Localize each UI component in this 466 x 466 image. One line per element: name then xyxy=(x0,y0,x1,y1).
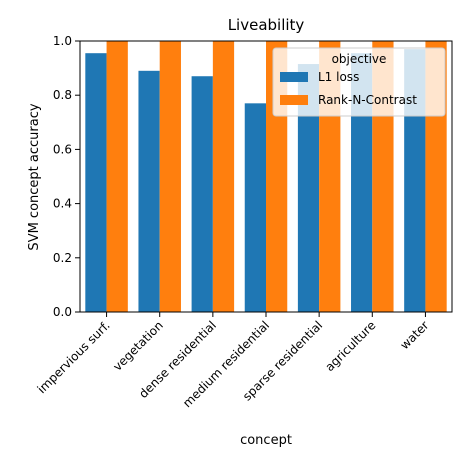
y-tick-label: 1.0 xyxy=(53,34,72,48)
legend: objective L1 loss Rank-N-Contrast xyxy=(272,47,446,117)
bar-l1-loss-medium-residential xyxy=(244,103,266,312)
bar-l1-loss-vegetation xyxy=(138,70,160,312)
y-tick-label: 0.0 xyxy=(53,305,72,319)
bar-l1-loss-impervious-surf- xyxy=(85,53,107,312)
legend-box xyxy=(272,47,446,117)
chart-title: Liveability xyxy=(228,16,305,34)
legend-label-l1-loss: L1 loss xyxy=(318,70,359,84)
bar-rank-n-contrast-dense-residential xyxy=(212,41,235,312)
bar-l1-loss-sparse-residential xyxy=(297,64,320,312)
bar-rank-n-contrast-vegetation xyxy=(159,41,181,312)
bar-rank-n-contrast-impervious-surf- xyxy=(106,41,128,312)
legend-title: objective xyxy=(332,52,387,66)
y-tick-label: 0.8 xyxy=(53,88,72,102)
legend-swatch-l1-loss xyxy=(280,72,308,82)
y-tick-label: 0.4 xyxy=(53,197,72,211)
y-axis-label: SVM concept accuracy xyxy=(27,103,42,250)
legend-swatch-rank-n-contrast xyxy=(280,95,308,105)
y-axis: 0.0 0.2 0.4 0.6 0.8 1.0 xyxy=(53,34,80,319)
plot-frame xyxy=(79,40,453,313)
legend-label-rank-n-contrast: Rank-N-Contrast xyxy=(318,93,417,107)
x-axis-label: concept xyxy=(240,433,292,448)
bar-l1-loss-agriculture xyxy=(351,53,373,312)
y-tick-label: 0.2 xyxy=(53,251,72,265)
y-tick-label: 0.6 xyxy=(53,142,72,156)
bar-l1-loss-dense-residential xyxy=(191,76,213,312)
